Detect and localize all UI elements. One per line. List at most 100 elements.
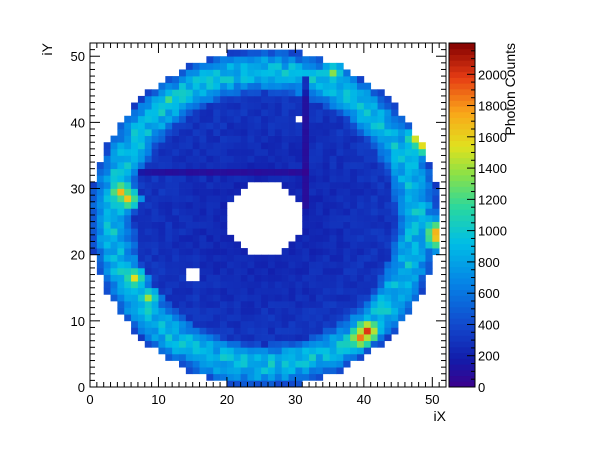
heatmap-cell [165,129,173,136]
heatmap-cell [281,122,289,130]
heatmap-cell [199,261,207,269]
heatmap-cell [322,102,330,110]
heatmap-cell [179,228,187,236]
heatmap-cell [220,56,228,64]
heatmap-cell [199,102,207,110]
heatmap-cell [220,129,228,136]
heatmap-cell [274,334,283,342]
heatmap-cell [370,148,378,156]
heatmap-cell [117,294,125,302]
heatmap-cell [165,267,173,275]
heatmap-cell [302,347,310,355]
heatmap-cell [418,155,426,163]
heatmap-cell [233,95,241,103]
heatmap-cell [418,261,426,269]
heatmap-cell [302,201,310,209]
heatmap-cell [137,261,146,269]
heatmap-cell [295,62,303,70]
heatmap-cell [274,175,283,183]
colorbar-tick-label: 400 [478,317,500,332]
x-tick-label: 50 [425,392,439,407]
heatmap-cell [213,148,221,156]
heatmap-cell [322,301,330,308]
heatmap-cell [233,248,241,256]
heatmap-cell [398,248,406,256]
heatmap-cell [295,135,303,143]
heatmap-cell [322,175,330,183]
heatmap-cell [370,281,378,289]
heatmap-cell [206,155,214,163]
colorbar-label: Photon Counts [502,43,518,136]
heatmap-cell [213,347,221,355]
heatmap-cell [309,221,317,229]
heatmap-cell [137,254,146,262]
heatmap-cell [288,95,296,103]
heatmap-cell [151,175,159,183]
heatmap-cell [199,82,207,90]
heatmap-cell [185,148,194,156]
heatmap-cell [185,135,194,143]
heatmap-cell [288,155,296,163]
colorbar-band [449,180,475,187]
heatmap-cell [185,109,194,117]
heatmap-cell [261,294,269,302]
heatmap-cell [179,248,187,256]
heatmap-cell [247,254,255,262]
heatmap-cell [309,89,317,97]
heatmap-cell [110,155,118,163]
heatmap-cell [274,155,283,163]
heatmap-cell [240,69,248,77]
heatmap-cell [377,221,385,229]
heatmap-cell [363,281,372,289]
heatmap-cell [343,294,351,302]
heatmap-cell [350,267,358,275]
heatmap-cell [226,327,235,335]
heatmap-cell [418,287,426,295]
heatmap-cell [247,380,255,388]
heatmap-cell [336,340,344,348]
heatmap-cell [357,208,365,216]
heatmap-cell [288,254,296,262]
heatmap-cell [247,109,255,117]
heatmap-cell [418,201,426,209]
heatmap-cell [343,142,351,150]
heatmap-cell [131,129,139,136]
heatmap-cell [233,353,241,361]
heatmap-cell [288,148,296,156]
heatmap-cell [96,175,105,183]
heatmap-cell [165,334,173,342]
heatmap-cell [391,301,399,308]
heatmap-cell [172,221,180,229]
heatmap-cell [295,188,303,196]
heatmap-cell [158,188,166,196]
heatmap-cell [425,221,433,229]
heatmap-cell [261,155,269,163]
heatmap-cell [144,281,152,289]
heatmap-cell [322,287,330,295]
heatmap-cell [302,327,310,335]
heatmap-cell [247,142,255,150]
heatmap-cell [103,181,111,189]
heatmap-cell [363,142,372,150]
heatmap-cell [110,215,118,222]
heatmap-cell [432,181,440,189]
heatmap-cell [206,181,214,189]
heatmap-cell [226,334,235,342]
heatmap-cell [329,301,337,308]
heatmap-cell [357,142,365,150]
heatmap-cell [329,281,337,289]
heatmap-cell [137,248,146,256]
heatmap-cell [233,168,241,176]
heatmap-cell [151,201,159,209]
heatmap-cell [144,89,152,97]
heatmap-cell [309,168,317,176]
heatmap-cell [226,294,235,302]
heatmap-cell [185,168,194,176]
x-axis-label: iX [434,408,447,424]
heatmap-cell [185,234,194,242]
heatmap-cell [322,168,330,176]
heatmap-cell [418,188,426,196]
heatmap-cell [226,148,235,156]
heatmap-cell [370,129,378,136]
heatmap-cell [226,168,235,176]
